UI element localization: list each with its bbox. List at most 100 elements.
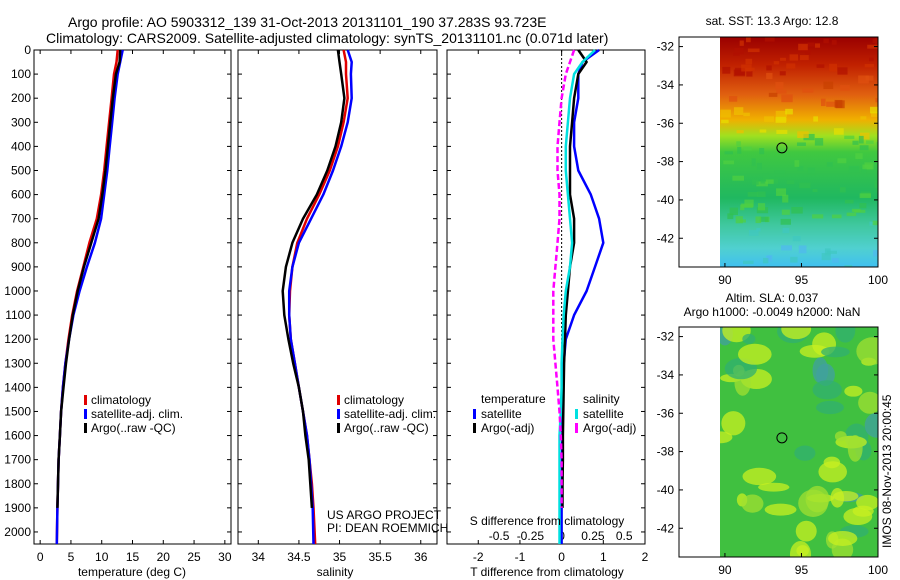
difference-legend: temperature satellite Argo(-adj) salinit… bbox=[473, 392, 636, 435]
difference-panel: -2 -1 0 1 2-0.5 -0.25 0 0.25 0.5 S difference fr… bbox=[446, 48, 649, 579]
y-tick-label: 1100 bbox=[5, 308, 31, 322]
temperature-legend: climatology satellite-adj. clim. Argo(..… bbox=[84, 393, 183, 435]
salinity-panel: 34 34.5 35 35.5 36 salinity climatology sate… bbox=[237, 49, 448, 579]
x-tick-label: 0 bbox=[37, 550, 44, 564]
legend-swatch-satellite bbox=[337, 409, 340, 419]
series-line-argo-raw-qc- bbox=[281, 49, 346, 508]
y-tick-label: 300 bbox=[11, 115, 31, 129]
y-tick-label: 400 bbox=[11, 139, 31, 153]
x-tick-label: -2 bbox=[473, 550, 484, 564]
legend-swatch-satellite bbox=[84, 409, 87, 419]
legend-swatch-sal-satellite bbox=[575, 409, 578, 419]
project-annotation-line2: PI: DEAN ROEMMICH bbox=[327, 521, 448, 535]
salinity-legend: climatology satellite-adj. clim. Argo(..… bbox=[337, 393, 436, 435]
s-tick-label: 0.5 bbox=[616, 529, 633, 543]
sst-map-panel: sat. SST: 13.3 Argo: 12.8 -32 -34 -36 -38 -4… bbox=[657, 14, 889, 287]
legend-swatch-climatology bbox=[84, 395, 87, 405]
argo-location-marker bbox=[776, 432, 788, 444]
salinity-xlabel: salinity bbox=[317, 565, 354, 579]
x-tick-label: 2 bbox=[642, 550, 649, 564]
legend-swatch-argo bbox=[337, 423, 340, 433]
y-tick-label: 1500 bbox=[4, 404, 31, 418]
temperature-axes-box bbox=[33, 49, 232, 545]
imos-timestamp-label: IMOS 08-Nov-2013 20:00:45 bbox=[880, 394, 894, 548]
y-tick-label: 1000 bbox=[4, 284, 31, 298]
x-tick-label: 15 bbox=[126, 550, 140, 564]
sla-field bbox=[720, 327, 878, 557]
map-x-tick-label: 90 bbox=[718, 563, 732, 577]
x-tick-label: 35.5 bbox=[368, 550, 392, 564]
map-y-tick-label: -34 bbox=[657, 368, 675, 382]
x-tick-label: -1 bbox=[515, 550, 526, 564]
y-tick-label: 1200 bbox=[4, 332, 31, 346]
series-line-salinity-satellite bbox=[558, 49, 596, 544]
figure-title-line1: Argo profile: AO 5903312_139 31-Oct-2013… bbox=[68, 14, 546, 30]
x-tick-label: 0 bbox=[558, 550, 565, 564]
s-tick-label: 0.25 bbox=[581, 529, 605, 543]
y-tick-label: 800 bbox=[11, 236, 31, 250]
y-tick-label: 1800 bbox=[4, 477, 31, 491]
legend-swatch-argo bbox=[84, 423, 87, 433]
y-tick-label: 0 bbox=[24, 43, 31, 57]
map-x-tick-label: 100 bbox=[868, 273, 888, 287]
x-tick-label: 30 bbox=[218, 550, 232, 564]
series-line-argo-raw-qc- bbox=[56, 49, 122, 508]
argo-location-marker bbox=[776, 142, 788, 154]
legend-label-satellite: satellite-adj. clim. bbox=[344, 407, 436, 421]
legend-label-sal-satellite: satellite bbox=[583, 407, 624, 421]
legend-swatch-climatology bbox=[337, 395, 340, 405]
map-y-tick-label: -38 bbox=[657, 445, 675, 459]
y-tick-label: 1900 bbox=[4, 501, 31, 515]
x-tick-label: 10 bbox=[95, 550, 109, 564]
project-annotation-line1: US ARGO PROJECT bbox=[327, 508, 442, 522]
legend-label-temp-satellite: satellite bbox=[481, 407, 522, 421]
y-tick-label: 1300 bbox=[4, 356, 31, 370]
y-tick-label: 700 bbox=[11, 212, 31, 226]
map-y-tick-label: -36 bbox=[657, 116, 675, 130]
sst-field bbox=[720, 37, 878, 267]
y-tick-label: 1600 bbox=[4, 429, 31, 443]
salinity-axes-box bbox=[237, 49, 438, 545]
x-tick-label: 36 bbox=[414, 550, 428, 564]
map-y-tick-label: -42 bbox=[657, 231, 675, 245]
x-tick-label: 25 bbox=[187, 550, 201, 564]
sla-map-title-line2: Argo h1000: -0.0049 h2000: NaN bbox=[684, 305, 861, 319]
legend-swatch-temp-satellite bbox=[473, 409, 476, 419]
x-tick-label: 35 bbox=[333, 550, 347, 564]
y-tick-label: 2000 bbox=[4, 525, 31, 539]
map-y-tick-label: -40 bbox=[657, 193, 675, 207]
map-y-tick-label: -42 bbox=[657, 521, 675, 535]
y-tick-label: 600 bbox=[11, 188, 31, 202]
map-y-tick-label: -32 bbox=[657, 40, 675, 54]
s-tick-label: -0.5 bbox=[489, 529, 510, 543]
sla-map-panel: Altim. SLA: 0.037 Argo h1000: -0.0049 h2… bbox=[657, 291, 889, 577]
legend-label-temp-argo: Argo(-adj) bbox=[481, 421, 534, 435]
legend-label-sal-argo: Argo(-adj) bbox=[583, 421, 636, 435]
map-x-tick-label: 90 bbox=[718, 273, 732, 287]
y-tick-label: 1400 bbox=[4, 380, 31, 394]
x-tick-label: 20 bbox=[157, 550, 171, 564]
y-tick-label: 500 bbox=[11, 163, 31, 177]
map-x-tick-label: 95 bbox=[795, 563, 809, 577]
map-x-tick-label: 100 bbox=[868, 563, 888, 577]
map-y-tick-label: -40 bbox=[657, 483, 675, 497]
sla-map-title-line1: Altim. SLA: 0.037 bbox=[726, 291, 819, 305]
legend-label-argo: Argo(..raw -QC) bbox=[344, 421, 429, 435]
s-tick-label: -0.25 bbox=[517, 529, 545, 543]
y-tick-label: 200 bbox=[11, 91, 31, 105]
sst-map-title: sat. SST: 13.3 Argo: 12.8 bbox=[706, 14, 839, 28]
series-line-salinity-argo-adj- bbox=[552, 49, 576, 508]
x-tick-label: 34.5 bbox=[287, 550, 311, 564]
s-difference-xlabel: S difference from climatology bbox=[470, 514, 625, 528]
legend-heading-temperature: temperature bbox=[481, 392, 546, 406]
temperature-panel: 0100200300400500600700800900100011001200… bbox=[4, 43, 232, 579]
y-tick-label: 900 bbox=[11, 260, 31, 274]
x-tick-label: 5 bbox=[68, 550, 75, 564]
map-y-tick-label: -34 bbox=[657, 78, 675, 92]
t-difference-xlabel: T difference from climatology bbox=[470, 565, 624, 579]
difference-axes-box bbox=[446, 49, 646, 545]
y-tick-label: 100 bbox=[11, 67, 31, 81]
legend-heading-salinity: salinity bbox=[583, 392, 620, 406]
legend-label-climatology: climatology bbox=[344, 393, 404, 407]
